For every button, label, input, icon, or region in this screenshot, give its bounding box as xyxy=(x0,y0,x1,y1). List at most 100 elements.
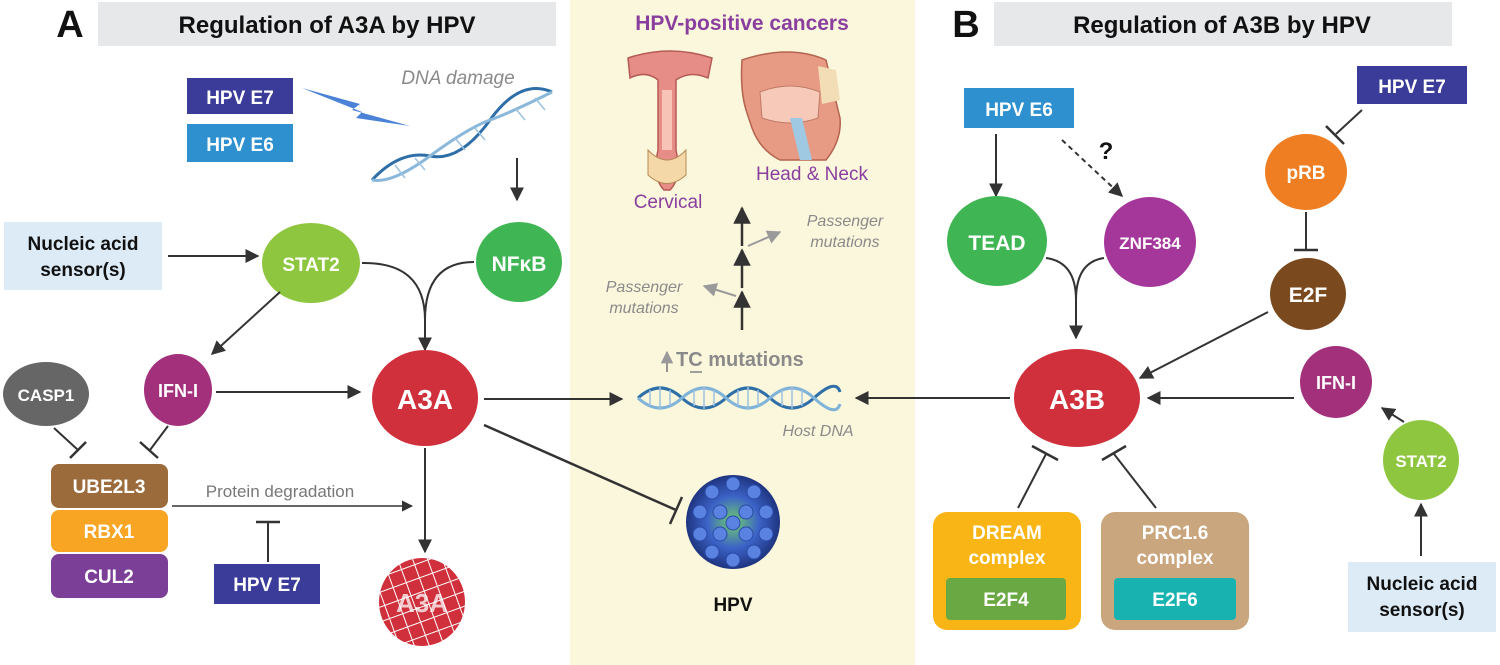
e7-inhibit-prb-line xyxy=(1335,109,1363,135)
panel-b: B Regulation of A3B by HPV HPV E6 ? TEAD… xyxy=(854,2,1496,632)
a-sensor-line1: Nucleic acid xyxy=(28,234,139,255)
a-sensor-line2: sensor(s) xyxy=(40,260,126,281)
dream-inhibit-line xyxy=(1017,453,1047,509)
znf384-curve xyxy=(1075,257,1105,301)
b-hpv-e6-label: HPV E6 xyxy=(985,100,1053,121)
prb-label: pRB xyxy=(1286,163,1325,184)
passenger-arrow-upper xyxy=(747,230,782,247)
a3a-node xyxy=(372,350,478,446)
a-stat2-to-ifn-arrow xyxy=(210,291,281,355)
rbx1-box xyxy=(51,510,168,552)
dream-line1: DREAM xyxy=(972,523,1042,544)
cul2-box xyxy=(51,554,168,598)
a-hpv-e6-box xyxy=(187,124,293,162)
hpv-label: HPV xyxy=(713,595,752,616)
panel-a-letter: A xyxy=(56,4,83,46)
dream-line2: complex xyxy=(968,548,1046,569)
protein-degradation-label: Protein degradation xyxy=(206,482,354,501)
a3a-degraded-label: A3A xyxy=(396,588,448,618)
panel-b-letter: B xyxy=(952,4,979,46)
stat2-curve xyxy=(361,261,426,321)
panel-b-title-bar xyxy=(994,2,1452,46)
a-hpv-e6-label: HPV E6 xyxy=(206,135,274,156)
b-hpv-e6-box xyxy=(964,88,1074,128)
cervix-illustration xyxy=(627,50,713,191)
a3a-degraded-node xyxy=(379,558,465,646)
a-hpv-e7-bottom-box xyxy=(214,564,320,604)
prc-line2: complex xyxy=(1136,548,1214,569)
rbx1-label: RBX1 xyxy=(84,522,135,543)
znf384-label: ZNF384 xyxy=(1119,234,1181,253)
e2f6-label: E2F6 xyxy=(1152,590,1197,611)
dna-damage-label: DNA damage xyxy=(401,68,514,89)
b-ifn-node xyxy=(1300,346,1372,418)
passenger-lower-line2: mutations xyxy=(609,300,678,317)
passenger-upper-line1: Passenger xyxy=(807,213,884,230)
tc-mutations-label: TC mutations xyxy=(676,349,804,371)
prc-line1: PRC1.6 xyxy=(1142,523,1209,544)
ube2l3-box xyxy=(51,464,168,508)
a3a-inhibits-hpv-line xyxy=(483,423,677,512)
e2f4-box xyxy=(946,578,1066,620)
a-hpv-e7-box xyxy=(187,78,293,114)
a-ifn-node xyxy=(144,354,212,426)
panel-a-title-bar xyxy=(98,2,556,46)
b-sensor-line2: sensor(s) xyxy=(1379,600,1465,621)
ifn-inhibit-line xyxy=(149,425,169,451)
prb-node xyxy=(1265,134,1347,210)
a-ifn-label: IFN-I xyxy=(158,381,198,401)
b-hpv-e7-label: HPV E7 xyxy=(1378,77,1446,98)
b-stat2-node xyxy=(1383,420,1459,500)
head-neck-label: Head & Neck xyxy=(756,164,868,185)
casp1-inhibit-bar xyxy=(69,441,87,459)
e6-to-znf384-arrow xyxy=(1061,139,1124,197)
panel-a: A Regulation of A3A by HPV HPV E7 HPV E6… xyxy=(3,2,684,646)
a3a-label: A3A xyxy=(397,384,453,415)
host-dna-helix xyxy=(636,384,842,412)
e2f-to-a3b-arrow xyxy=(1138,311,1269,379)
question-mark: ? xyxy=(1099,138,1114,165)
casp1-label: CASP1 xyxy=(18,386,75,405)
casp1-inhibit-line xyxy=(53,427,79,451)
b-hpv-e7-box xyxy=(1357,66,1467,104)
e7-inhibit-prb-bar xyxy=(1325,125,1345,145)
e2f4-label: E2F4 xyxy=(983,590,1029,611)
tead-label: TEAD xyxy=(968,232,1025,255)
b-stat2-label: STAT2 xyxy=(1395,452,1446,471)
a-hpv-e7-label: HPV E7 xyxy=(206,88,274,109)
prc-inhibit-line xyxy=(1113,453,1157,509)
nfkb-curve xyxy=(424,261,475,321)
lightning-bolt-icon xyxy=(302,88,410,126)
cul2-label: CUL2 xyxy=(84,567,134,588)
passenger-arrow-lower xyxy=(702,283,737,297)
e2f-label: E2F xyxy=(1289,284,1328,307)
e2f-node xyxy=(1270,258,1346,330)
b-stat2-to-ifn-arrow xyxy=(1380,407,1405,423)
e2f6-box xyxy=(1114,578,1236,620)
center-panel: HPV-positive cancers Cervical Head & Nec… xyxy=(570,0,915,665)
head-neck-illustration xyxy=(740,51,841,161)
host-dna-label: Host DNA xyxy=(782,423,853,440)
b-ifn-label: IFN-I xyxy=(1316,373,1356,393)
passenger-upper-line2: mutations xyxy=(810,234,879,251)
b-sensor-box xyxy=(1348,562,1496,632)
znf384-node xyxy=(1104,197,1196,287)
casp1-node xyxy=(3,362,89,426)
ube2l3-label: UBE2L3 xyxy=(73,477,146,498)
dream-inhibit-bar xyxy=(1031,444,1059,462)
a3b-label: A3B xyxy=(1049,384,1105,415)
passenger-lower-line1: Passenger xyxy=(606,279,683,296)
panel-b-title: Regulation of A3B by HPV xyxy=(1073,12,1371,39)
a-hpv-e7-bottom-label: HPV E7 xyxy=(233,575,301,596)
hpv-virion-illustration xyxy=(686,475,780,569)
a-nfkb-node xyxy=(476,222,562,302)
damaged-dna-helix xyxy=(370,87,553,182)
prc-inhibit-bar xyxy=(1101,444,1127,462)
ifn-inhibit-bar xyxy=(139,441,159,459)
tead-node xyxy=(947,196,1047,286)
a-nfkb-label: NFκB xyxy=(492,253,547,276)
a3b-node xyxy=(1014,349,1140,447)
panel-a-title: Regulation of A3A by HPV xyxy=(179,12,476,39)
a-stat2-label: STAT2 xyxy=(282,255,339,276)
